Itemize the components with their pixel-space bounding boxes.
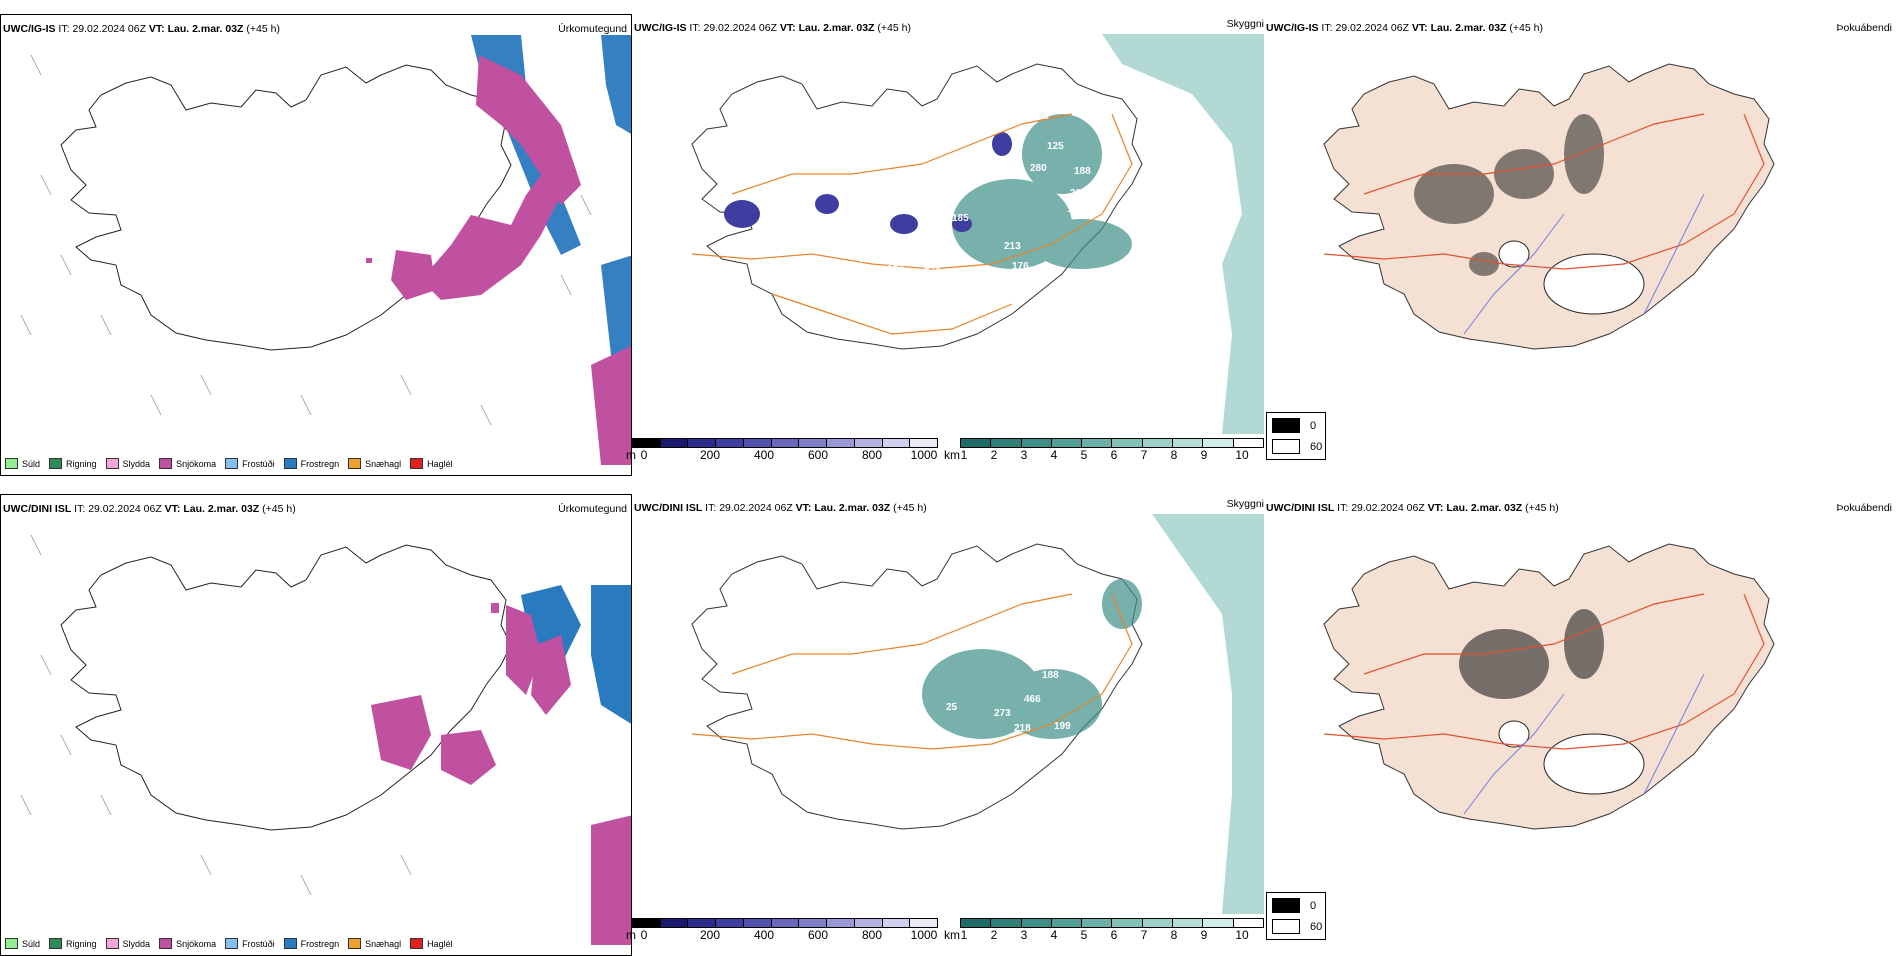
panel-header: UWC/IG-IS IT: 29.02.2024 06Z VT: Lau. 2.… xyxy=(634,22,911,34)
svg-text:775: 775 xyxy=(1092,181,1109,192)
panel-header: UWC/IG-IS IT: 29.02.2024 06Z VT: Lau. 2.… xyxy=(3,23,280,35)
legend-item: Súld xyxy=(5,938,40,949)
height-colorbar xyxy=(632,918,938,928)
visibility-map-2: 98 228 22 05 188 466 273 218 199 188 160… xyxy=(691,514,1264,914)
svg-text:188: 188 xyxy=(1074,166,1091,177)
visibility-scale-2: km 1 2 3 4 5 6 7 8 9 10 xyxy=(944,918,1264,942)
station-values: 998 125 188 280 775 203 15 185 621 213 5… xyxy=(717,111,1109,275)
panel-title: Úrkomutegund xyxy=(558,23,627,35)
visibility-colorbar xyxy=(960,438,1264,448)
svg-text:228: 228 xyxy=(1176,624,1193,635)
visibility-map-1: 998 125 188 280 775 203 15 185 621 213 5… xyxy=(691,34,1264,434)
precip-type-legend: Súld Rigning Slydda Snjókoma Frostúði Fr… xyxy=(5,938,453,949)
fog-map-1 xyxy=(1323,63,1775,350)
visibility-panel-1: 998 125 188 280 775 203 15 185 621 213 5… xyxy=(632,14,1264,476)
legend-item: Súld xyxy=(5,458,40,469)
precip-type-map-1 xyxy=(20,35,631,465)
fog-legend-2: 0 60 xyxy=(1266,892,1326,940)
legend-item: Snæhagl xyxy=(348,458,401,469)
svg-text:199: 199 xyxy=(1054,721,1071,732)
legend-item: Frostúði xyxy=(225,938,275,949)
svg-text:15: 15 xyxy=(1067,204,1079,215)
svg-text:148: 148 xyxy=(924,261,941,272)
visibility-panel-2: 98 228 22 05 188 466 273 218 199 188 160… xyxy=(632,494,1264,956)
panel-header: UWC/IG-IS IT: 29.02.2024 06Z VT: Lau. 2.… xyxy=(1266,22,1543,34)
legend-item: Haglél xyxy=(410,938,453,949)
height-colorbar xyxy=(632,438,938,448)
legend-item: Haglél xyxy=(410,458,453,469)
fog-panel-2: UWC/DINI ISL IT: 29.02.2024 06Z VT: Lau.… xyxy=(1264,494,1896,956)
legend-item: Snjókoma xyxy=(159,458,216,469)
legend-item: Slydda xyxy=(105,938,150,949)
legend-item: Rigning xyxy=(49,938,97,949)
legend-item: Snjókoma xyxy=(159,938,216,949)
svg-text:176: 176 xyxy=(1012,261,1029,272)
legend-item: Snæhagl xyxy=(348,938,401,949)
panel-title: Þokuábendi xyxy=(1836,22,1892,34)
svg-text:185: 185 xyxy=(952,213,969,224)
panel-header: UWC/DINI ISL IT: 29.02.2024 06Z VT: Lau.… xyxy=(634,502,927,514)
svg-text:137: 137 xyxy=(887,264,904,275)
precip-type-legend: Súld Rigning Slydda Snjókoma Frostúði Fr… xyxy=(5,458,453,469)
height-scale-1: m 0 200 400 600 800 1000 xyxy=(626,438,938,462)
legend-item: Frostregn xyxy=(283,938,339,949)
svg-text:98: 98 xyxy=(1144,598,1156,609)
panel-title: Úrkomutegund xyxy=(558,503,627,515)
svg-text:144: 144 xyxy=(814,246,831,257)
fog-legend-1: 0 60 xyxy=(1266,412,1326,460)
svg-text:621: 621 xyxy=(937,234,954,245)
svg-text:25: 25 xyxy=(946,702,958,713)
svg-text:218: 218 xyxy=(1014,723,1031,734)
fog-panel-1: UWC/IG-IS IT: 29.02.2024 06Z VT: Lau. 2.… xyxy=(1264,14,1896,476)
panel-header: UWC/DINI ISL IT: 29.02.2024 06Z VT: Lau.… xyxy=(3,503,296,515)
svg-text:337: 337 xyxy=(1092,738,1109,749)
legend-item: Frostúði xyxy=(225,458,275,469)
precip-type-map-2 xyxy=(20,534,631,945)
svg-text:244: 244 xyxy=(860,254,877,265)
station-values: 98 228 22 05 188 466 273 218 199 188 160… xyxy=(946,598,1193,749)
svg-text:466: 466 xyxy=(1024,694,1041,705)
svg-text:59: 59 xyxy=(730,242,742,253)
panel-title: Skyggni xyxy=(1226,18,1264,30)
svg-text:213: 213 xyxy=(1004,241,1021,252)
svg-text:203: 203 xyxy=(1070,188,1087,199)
svg-text:273: 273 xyxy=(994,708,1011,719)
visibility-scale-1: km 1 2 3 4 5 6 7 8 9 10 xyxy=(944,438,1264,462)
svg-text:160: 160 xyxy=(1112,726,1129,737)
svg-text:188: 188 xyxy=(1112,696,1129,707)
visibility-colorbar xyxy=(960,918,1264,928)
svg-text:05: 05 xyxy=(1164,664,1176,675)
fog-map-2 xyxy=(1323,543,1775,830)
panel-title: Skyggni xyxy=(1226,498,1264,510)
legend-item: Rigning xyxy=(49,458,97,469)
panel-title: Þokuábendi xyxy=(1836,502,1892,514)
height-scale-2: m 0 200 400 600 800 1000 xyxy=(626,918,938,942)
svg-text:22: 22 xyxy=(1174,644,1186,655)
precip-type-panel-2: UWC/DINI ISL IT: 29.02.2024 06Z VT: Lau.… xyxy=(0,494,632,956)
svg-text:188: 188 xyxy=(1042,670,1059,681)
legend-item: Frostregn xyxy=(283,458,339,469)
svg-text:128: 128 xyxy=(717,264,734,275)
panel-header: UWC/DINI ISL IT: 29.02.2024 06Z VT: Lau.… xyxy=(1266,502,1559,514)
precip-type-panel-1: UWC/IG-IS IT: 29.02.2024 06Z VT: Lau. 2.… xyxy=(0,14,632,476)
svg-text:280: 280 xyxy=(1030,163,1047,174)
svg-text:125: 125 xyxy=(1047,141,1064,152)
svg-text:998: 998 xyxy=(1032,111,1049,122)
legend-item: Slydda xyxy=(105,458,150,469)
